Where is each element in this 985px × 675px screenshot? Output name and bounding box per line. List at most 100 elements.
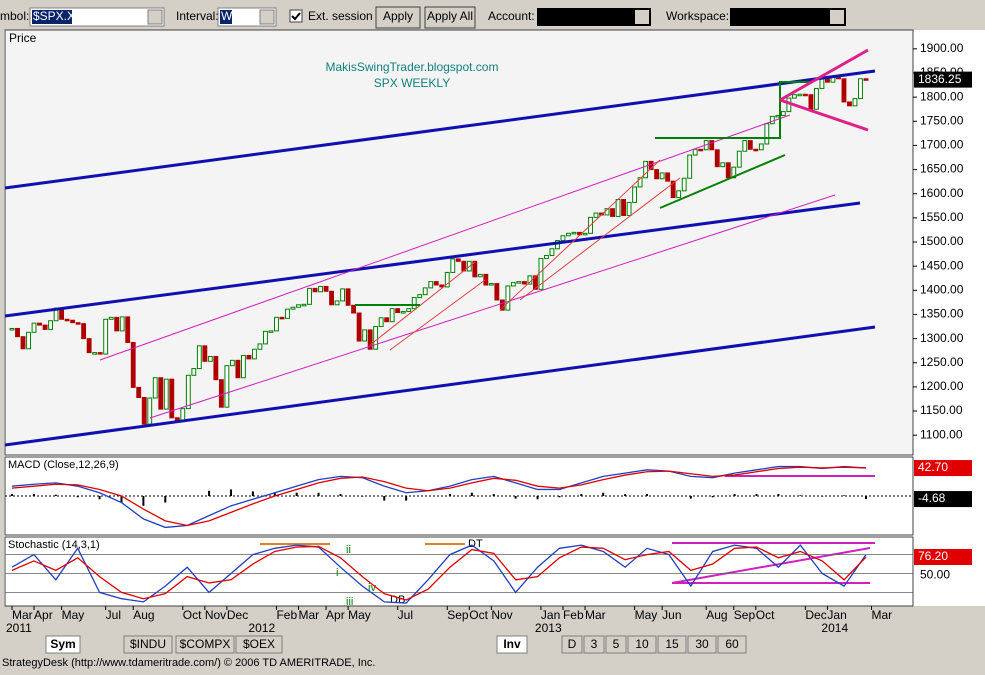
- candle: [378, 317, 384, 328]
- candle: [251, 348, 257, 360]
- tab[interactable]: [657, 635, 687, 654]
- tab[interactable]: [561, 635, 583, 654]
- candle: [185, 374, 191, 410]
- histogram-bar: [865, 496, 867, 500]
- candle: [521, 281, 527, 285]
- trendline: [659, 154, 786, 209]
- candle: [505, 285, 511, 311]
- apply-all-button[interactable]: [424, 6, 476, 29]
- y-tick-label: 1550.00: [920, 210, 964, 224]
- candle: [92, 352, 98, 355]
- x-tick-label: Jul: [106, 608, 121, 622]
- candle: [70, 319, 76, 324]
- histogram-bar: [777, 494, 780, 496]
- candle: [488, 283, 494, 286]
- dropdown[interactable]: [147, 9, 163, 25]
- candle: [290, 306, 296, 310]
- y-tick-label: 1100.00: [920, 427, 963, 441]
- candle: [340, 288, 346, 302]
- candle: [296, 304, 301, 308]
- candle: [510, 282, 516, 287]
- x-tick-label: Oct: [469, 608, 488, 622]
- last-value-box: [914, 491, 972, 508]
- tab-label: 60: [725, 637, 739, 651]
- tab[interactable]: [627, 635, 657, 654]
- y-tick-label: 1500.00: [920, 234, 964, 248]
- candle: [610, 208, 615, 217]
- stochastic-title: Stochastic (14,3,1): [8, 539, 100, 551]
- candle: [764, 123, 770, 145]
- dropdown[interactable]: [635, 10, 649, 24]
- x-tick-label: Mar: [585, 608, 606, 622]
- x-tick-label: Sep: [734, 608, 756, 622]
- candle: [119, 316, 125, 332]
- tab[interactable]: [123, 635, 173, 654]
- trendline: [99, 114, 791, 361]
- tab[interactable]: [235, 635, 283, 654]
- candle: [455, 258, 461, 262]
- account-select[interactable]: [537, 8, 651, 26]
- histogram-bar: [733, 494, 736, 496]
- x-tick-label: Jun: [662, 608, 681, 622]
- price-title: Price: [9, 31, 37, 45]
- candle: [692, 148, 698, 156]
- candle: [263, 330, 268, 345]
- trendline: [779, 98, 869, 132]
- trendline: [4, 325, 876, 447]
- apply-button[interactable]: [375, 6, 421, 29]
- candle: [676, 190, 682, 199]
- histogram-bar: [361, 496, 364, 497]
- candle: [433, 281, 439, 286]
- tab[interactable]: [45, 635, 81, 654]
- histogram-bar: [339, 494, 342, 496]
- candle: [472, 260, 478, 278]
- x-tick-label: Sep: [447, 608, 469, 622]
- workspace-select[interactable]: [730, 8, 846, 26]
- dropdown[interactable]: [830, 10, 844, 24]
- x-tick-label: Feb: [276, 608, 297, 622]
- histogram-bar: [405, 496, 408, 501]
- x-tick-label: Jul: [398, 608, 413, 622]
- candle: [318, 285, 323, 293]
- tab-label: 10: [635, 637, 649, 651]
- tab[interactable]: [605, 635, 627, 654]
- candle: [191, 368, 197, 376]
- tab[interactable]: [496, 635, 528, 654]
- tab-label: 3: [591, 637, 598, 651]
- x-tick-label: May: [62, 608, 85, 622]
- checkbox[interactable]: [289, 9, 303, 23]
- tab[interactable]: [175, 635, 235, 654]
- candle: [400, 311, 406, 314]
- candle: [257, 343, 263, 350]
- candle: [532, 275, 538, 290]
- tab[interactable]: [717, 635, 747, 654]
- watermark: MakisSwingTrader.blogspot.com: [326, 60, 499, 74]
- histogram-bar: [514, 496, 517, 499]
- candle: [852, 98, 858, 107]
- candle: [152, 377, 158, 399]
- histogram-bar: [208, 490, 211, 496]
- x-tick-label: Nov: [491, 608, 512, 622]
- x-tick-label: Jan: [827, 608, 846, 622]
- histogram-bar: [689, 496, 692, 499]
- candle: [180, 408, 186, 421]
- histogram-bar: [76, 496, 79, 498]
- histogram-bar: [492, 494, 495, 496]
- x-tick-label: Jan: [541, 608, 560, 622]
- x-tick-label: May: [348, 608, 371, 622]
- candle: [240, 355, 246, 379]
- tab[interactable]: [687, 635, 717, 654]
- candle: [147, 397, 153, 425]
- candle: [351, 304, 357, 314]
- candle: [81, 323, 87, 340]
- last-value-box: [914, 548, 972, 565]
- indicator-line: [11, 545, 867, 601]
- histogram-bar: [120, 496, 123, 503]
- dropdown[interactable]: [259, 9, 275, 25]
- histogram-bar: [799, 495, 802, 496]
- tab[interactable]: [583, 635, 605, 654]
- histogram-bar: [273, 492, 276, 496]
- histogram-bar: [843, 495, 846, 496]
